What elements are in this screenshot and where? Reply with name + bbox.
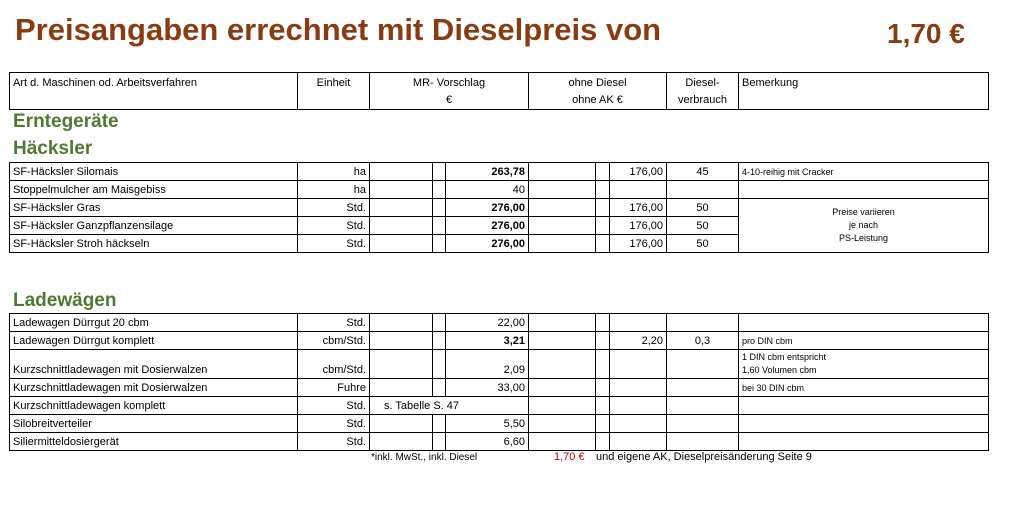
table-row: SF-Häcksler Ganzpflanzensilage Std. 276,…	[9, 216, 989, 235]
footer-note: *inkl. MwSt., inkl. Diesel	[371, 452, 478, 463]
section-haecksler: Häcksler	[13, 138, 93, 159]
page-title: Preisangaben errechnet mit Dieselpreis v…	[15, 12, 662, 47]
footer-remark: und eigene AK, Dieselpreisänderung Seite…	[596, 451, 812, 463]
table-row: Kurzschnittladewagen komplett Std. s. Ta…	[9, 396, 989, 415]
table-row: Kurzschnittladewagen mit Dosierwalzen Fu…	[9, 378, 989, 397]
table-row: SF-Häcksler Silomais ha 263,78 176,00 45…	[9, 162, 989, 181]
table-row: SF-Häcksler Stroh häckseln Std. 276,00 1…	[9, 234, 989, 253]
header-dieselverbrauch: Diesel-verbrauch	[666, 72, 739, 110]
table-row: Silobreitverteiler Std. 5,50	[9, 414, 989, 433]
haecksler-note: Preise variieren je nach PS-Leistung	[738, 198, 989, 253]
section-ladewaegen: Ladewägen	[13, 290, 117, 311]
footer-price: 1,70 €	[554, 451, 585, 463]
table-row: Ladewagen Dürrgut komplett cbm/Std. 3,21…	[9, 331, 989, 350]
table-row: SF-Häcksler Gras Std. 276,00 176,00 50 P…	[9, 198, 989, 253]
diesel-price: 1,70 €	[887, 18, 965, 49]
header-ohne-diesel: ohne Diesel ohne AK €	[528, 72, 667, 110]
table-row: Stoppelmulcher am Maisgebiss ha 40	[9, 180, 989, 199]
header-art: Art d. Maschinen od. Arbeitsverfahren	[9, 72, 298, 110]
table-row: Siliermitteldosiergerät Std. 6,60	[9, 432, 989, 451]
header-table: Art d. Maschinen od. Arbeitsverfahren Ei…	[9, 72, 989, 110]
section-erntegeraete: Erntegeräte	[13, 111, 119, 132]
haecksler-table: SF-Häcksler Silomais ha 263,78 176,00 45…	[9, 162, 989, 253]
header-einheit: Einheit	[297, 72, 370, 110]
table-row: Kurzschnittladewagen mit Dosierwalzen cb…	[9, 349, 989, 379]
ladewaegen-table: Ladewagen Dürrgut 20 cbm Std. 22,00 Lade…	[9, 313, 989, 451]
table-row: Ladewagen Dürrgut 20 cbm Std. 22,00	[9, 313, 989, 332]
header-bemerkung: Bemerkung	[738, 72, 989, 110]
header-mr-vorschlag: MR- Vorschlag €	[369, 72, 529, 110]
